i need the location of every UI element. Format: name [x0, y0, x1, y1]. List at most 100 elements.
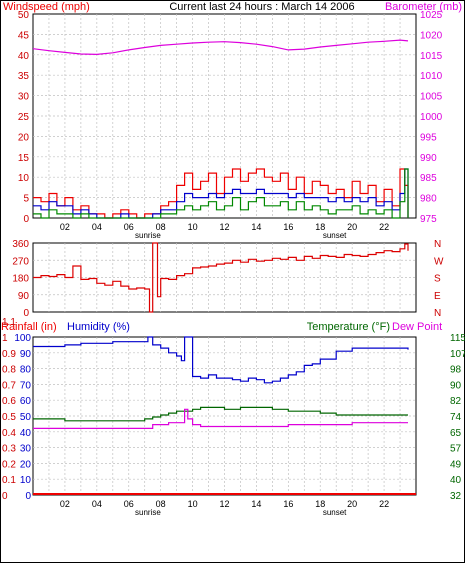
barometer-tick: 1000: [420, 112, 443, 123]
dewpoint-label: Dew Point: [392, 321, 442, 333]
humidity-tick: 30: [20, 444, 32, 455]
windspeed-tick: 30: [18, 92, 30, 103]
temperature-tick: 32: [450, 491, 462, 502]
humidity-tick: 60: [20, 396, 32, 407]
rainfall-label: Rainfall (in): [1, 321, 57, 333]
windspeed-tick: 25: [18, 112, 30, 123]
barometer-tick: 975: [420, 214, 437, 225]
humidity-tick: 0: [25, 491, 31, 502]
x-tick-label: 20: [347, 499, 357, 509]
temperature-tick: 65: [450, 428, 462, 439]
humidity-tick: 40: [20, 428, 32, 439]
x-tick-label: 12: [219, 499, 229, 509]
x-tick-label: 18: [315, 222, 325, 232]
windspeed-tick: 0: [23, 214, 29, 225]
x-tick-label: 04: [92, 499, 102, 509]
x-tick-label: 16: [283, 499, 293, 509]
direction-compass-tick: N: [434, 239, 441, 250]
rainfall-tick: 0.4: [2, 428, 16, 439]
windspeed-tick: 20: [18, 132, 30, 143]
temperature-tick: 115: [450, 333, 465, 344]
humidity-tick: 10: [20, 475, 32, 486]
x-tick-label: 06: [124, 222, 134, 232]
windspeed-label: Windspeed (mph): [3, 1, 90, 13]
direction-degree-tick: 270: [12, 256, 29, 267]
temperature-tick: 82: [450, 396, 462, 407]
humidity-plot-area: [32, 336, 417, 496]
humidity-tick: 70: [20, 380, 32, 391]
windspeed-tick: 40: [18, 51, 30, 62]
rainfall-tick: 1: [2, 333, 8, 344]
barometer-tick: 985: [420, 173, 437, 184]
temperature-series: [33, 406, 408, 422]
windspeed-tick: 35: [18, 71, 30, 82]
x-tick-label: 22: [379, 499, 389, 509]
wind-gust-series: [33, 168, 409, 219]
barometer-tick: 995: [420, 132, 437, 143]
x-tick-label: 06: [124, 499, 134, 509]
barometer-tick: 1015: [420, 51, 443, 62]
x-tick-label: 10: [188, 222, 198, 232]
windspeed-tick: 45: [18, 30, 30, 41]
windspeed-tick: 50: [18, 10, 30, 21]
x-tick-label: 04: [92, 222, 102, 232]
x-tick-label: 02: [60, 222, 70, 232]
dewpoint-series: [33, 408, 408, 429]
rainfall-tick: 0.5: [2, 412, 16, 423]
x-tick-label: 08: [156, 222, 166, 232]
rainfall-tick: 0.6: [2, 396, 16, 407]
x-tick-label: 02: [60, 499, 70, 509]
chart-title: Current last 24 hours : March 14 2006: [169, 1, 354, 13]
wind-avg-series: [33, 168, 409, 219]
x-tick-label: 08: [156, 499, 166, 509]
sunset-label: sunset: [323, 508, 347, 517]
rainfall-tick: 0.1: [2, 475, 16, 486]
direction-compass-tick: N: [434, 308, 441, 319]
rainfall-tick: 0.2: [2, 459, 16, 470]
direction-series: [33, 242, 409, 313]
rainfall-tick: 0.3: [2, 444, 16, 455]
x-tick-label: 16: [283, 222, 293, 232]
windspeed-tick: 15: [18, 153, 30, 164]
x-tick-label: 14: [251, 222, 261, 232]
sunrise-label: sunrise: [135, 231, 161, 240]
humidity-tick: 90: [20, 349, 32, 360]
direction-degree-tick: 90: [18, 291, 30, 302]
rainfall-tick: 0.7: [2, 380, 16, 391]
wind-low-series: [33, 168, 409, 219]
direction-compass-tick: S: [434, 274, 441, 285]
rainfall-tick: 0.8: [2, 365, 16, 376]
windspeed-tick: 10: [18, 173, 30, 184]
direction-degree-tick: 0: [23, 308, 29, 319]
humidity-series: [33, 336, 409, 384]
barometer-tick: 1025: [420, 10, 443, 21]
barometer-tick: 980: [420, 194, 437, 205]
temperature-tick: 98: [450, 365, 462, 376]
humidity-tick: 20: [20, 459, 32, 470]
x-tick-label: 14: [251, 499, 261, 509]
chart-layers: 0510152025303540455097598098599099510001…: [2, 10, 465, 517]
temperature-tick: 49: [450, 459, 462, 470]
windspeed-tick: 5: [23, 194, 29, 205]
barometer-tick: 1010: [420, 71, 443, 82]
sunrise-label: sunrise: [135, 508, 161, 517]
direction-compass-tick: W: [434, 256, 444, 267]
rainfall-tick: 0.9: [2, 349, 16, 360]
x-tick-label: 18: [315, 499, 325, 509]
humidity-tick: 50: [20, 412, 32, 423]
humidity-label: Humidity (%): [67, 321, 130, 333]
x-tick-label: 10: [188, 499, 198, 509]
barometer-tick: 1005: [420, 92, 443, 103]
sunset-label: sunset: [323, 231, 347, 240]
rainfall-tick: 1.1: [2, 317, 16, 328]
barometer-label: Barometer (mb): [385, 1, 462, 13]
x-tick-label: 12: [219, 222, 229, 232]
humidity-tick: 80: [20, 365, 32, 376]
rainfall-tick: 0: [2, 491, 8, 502]
temperature-label: Temperature (°F): [307, 321, 390, 333]
barometer-tick: 990: [420, 153, 437, 164]
temperature-tick: 90: [450, 380, 462, 391]
temperature-tick: 40: [450, 475, 462, 486]
